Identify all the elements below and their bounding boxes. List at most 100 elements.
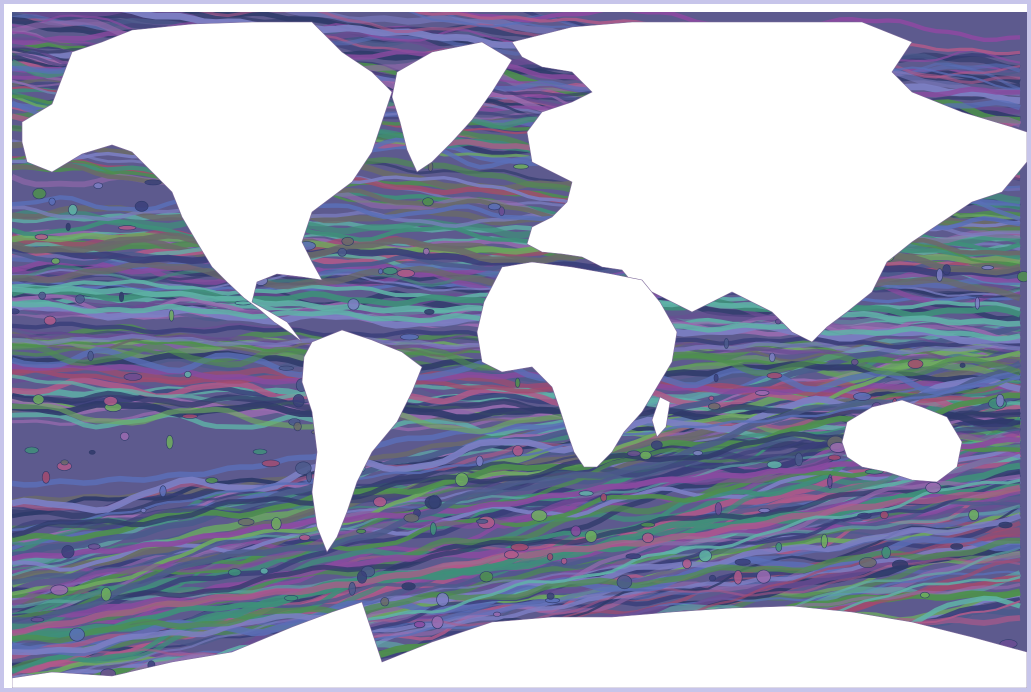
ocean-eddy [881, 546, 891, 559]
ocean-eddy [475, 455, 484, 467]
ocean-eddy [639, 450, 652, 460]
ocean-eddy [140, 507, 147, 513]
ocean-eddy [625, 553, 641, 560]
ocean-eddy [766, 460, 783, 469]
ocean-eddy [891, 559, 909, 570]
ocean-eddy [431, 615, 444, 629]
ocean-streamline [12, 360, 1022, 624]
ocean-eddy [733, 570, 743, 585]
ocean-flow-map[interactable] [12, 12, 1027, 688]
ocean-streamline [12, 439, 1021, 631]
ocean-eddy [144, 179, 162, 186]
ocean-eddy [584, 530, 598, 543]
ocean-eddy [546, 553, 554, 561]
ocean-eddy [775, 318, 782, 325]
ocean-eddy [734, 558, 751, 566]
ocean-eddy [205, 477, 219, 484]
ocean-eddy [228, 568, 242, 577]
ocean-eddy [713, 373, 719, 383]
ocean-eddy [682, 558, 692, 569]
ocean-eddy [995, 394, 1005, 408]
ocean-eddy [166, 435, 174, 450]
ocean-eddy [50, 584, 69, 596]
ocean-eddy [626, 450, 641, 457]
ocean-eddy [68, 204, 78, 216]
ocean-eddy [493, 611, 502, 617]
ocean-eddy [159, 485, 167, 498]
ocean-eddy [708, 574, 716, 582]
ocean-eddy [794, 452, 803, 467]
ocean-eddy [578, 490, 594, 497]
ocean-eddy [755, 390, 770, 396]
ocean-eddy [920, 591, 930, 599]
ocean-eddy [295, 461, 312, 475]
ocean-eddy [100, 587, 112, 602]
ocean-eddy [48, 197, 56, 206]
ocean-eddy [775, 542, 783, 552]
ocean-eddy [43, 315, 57, 326]
ocean-eddy [968, 509, 980, 521]
ocean-eddy [513, 163, 529, 170]
ocean-eddy [356, 528, 367, 534]
ocean-eddy [698, 549, 712, 562]
ocean-eddy [907, 359, 924, 369]
ocean-eddy [65, 222, 71, 232]
ocean-eddy [851, 358, 859, 366]
ocean-eddy [299, 534, 311, 541]
ocean-eddy [879, 510, 889, 520]
ocean-eddy [640, 522, 656, 528]
greenland [391, 41, 513, 173]
ocean-eddy [424, 308, 435, 315]
ocean-eddy [476, 518, 489, 524]
ocean-eddy [641, 532, 654, 543]
ocean-eddy [650, 440, 663, 450]
ocean-eddy [756, 569, 771, 584]
ocean-eddy [530, 509, 548, 522]
ocean-eddy [260, 567, 269, 575]
ocean-eddy [857, 512, 872, 519]
ocean-eddy [341, 236, 354, 246]
ocean-eddy [24, 446, 39, 454]
madagascar [651, 396, 671, 438]
ocean-eddy [88, 449, 96, 455]
ocean-eddy [546, 592, 555, 600]
ocean-eddy [41, 470, 51, 484]
ocean-eddy [118, 225, 137, 231]
ocean-eddy [403, 513, 420, 523]
ocean-eddy [284, 594, 299, 602]
ocean-streamline [12, 350, 1021, 596]
ocean-eddy [32, 188, 47, 200]
ocean-eddy [708, 395, 715, 401]
ocean-streamline [12, 390, 1021, 423]
ocean-eddy [708, 402, 721, 411]
ocean-eddy [853, 392, 872, 401]
ocean-eddy [560, 557, 568, 565]
ocean-eddy [373, 496, 387, 508]
ocean-eddy [356, 570, 368, 584]
ocean-eddy [925, 482, 942, 494]
antarctica [12, 601, 1027, 688]
ocean-eddy [510, 543, 529, 552]
map-canvas[interactable] [12, 12, 1027, 688]
ocean-eddy [69, 627, 85, 642]
ocean-eddy [271, 517, 282, 531]
ocean-eddy [347, 298, 360, 311]
ocean-eddy [503, 550, 519, 559]
ocean-eddy [382, 266, 398, 275]
ocean-eddy [401, 582, 416, 591]
ocean-eddy [1017, 271, 1027, 283]
ocean-streamline [454, 12, 1021, 43]
ocean-eddy [616, 575, 633, 590]
ocean-eddy [60, 459, 69, 466]
ocean-eddy [570, 525, 582, 537]
eurasia [511, 21, 1027, 343]
ocean-eddy [413, 620, 426, 628]
ocean-eddy [278, 365, 294, 371]
ocean-eddy [337, 248, 347, 257]
ocean-eddy [768, 352, 776, 363]
ocean-eddy [103, 396, 118, 406]
ocean-eddy [32, 394, 45, 405]
ocean-eddy [87, 543, 101, 550]
ocean-eddy [981, 265, 994, 270]
ocean-eddy [942, 264, 951, 276]
